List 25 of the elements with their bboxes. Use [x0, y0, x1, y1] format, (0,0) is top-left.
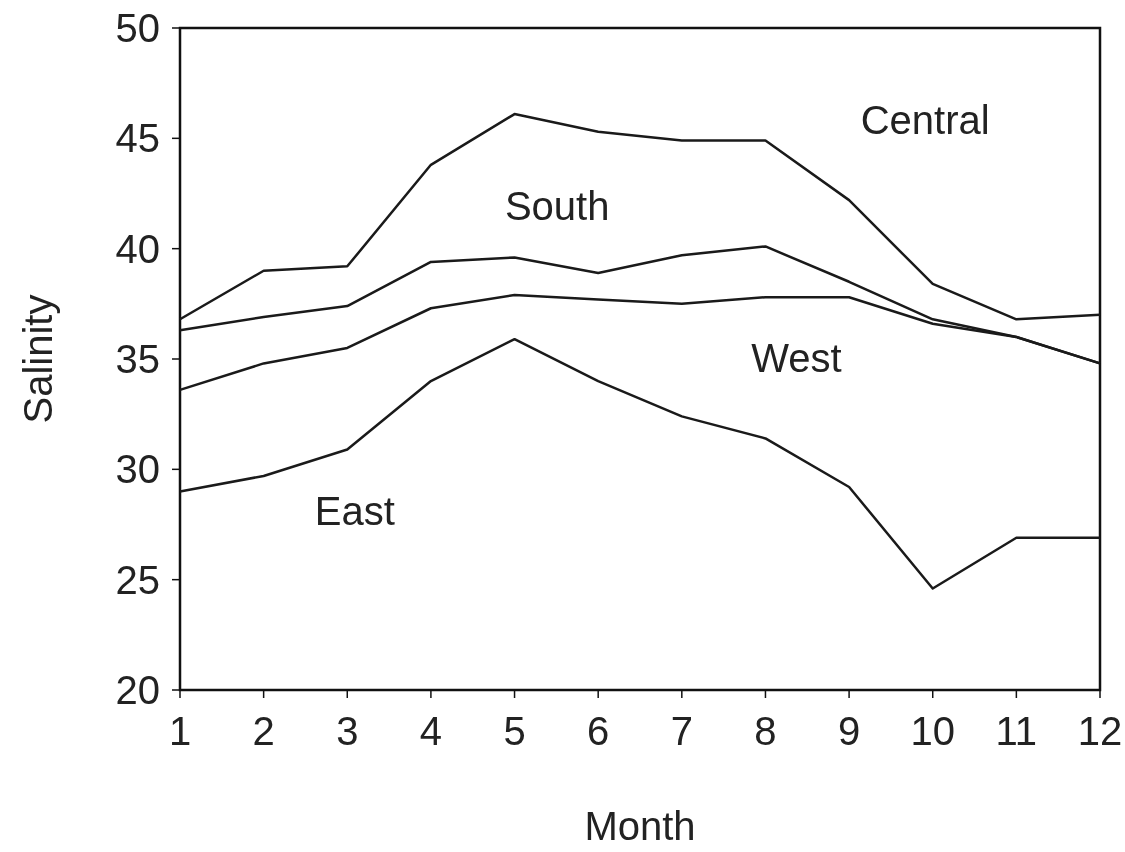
y-tick-label: 30: [115, 447, 160, 492]
series-label: South: [504, 183, 610, 228]
series-label: East: [314, 488, 395, 533]
x-tick-label: 10: [910, 709, 955, 753]
x-tick-label: 12: [1077, 709, 1123, 753]
y-tick-label: 45: [115, 116, 160, 161]
x-tick-label: 6: [587, 709, 610, 753]
x-axis-title: Month: [584, 804, 696, 848]
y-tick-label: 40: [115, 226, 160, 271]
x-tick-label: 7: [670, 709, 693, 753]
series-label: West: [751, 336, 842, 381]
x-tick-label: 4: [419, 709, 443, 753]
series-label: Central: [860, 97, 990, 142]
x-tick-label: 1: [168, 709, 192, 753]
y-axis-title: Salinity: [16, 294, 60, 424]
x-tick-label: 5: [503, 709, 526, 753]
y-tick-label: 20: [115, 668, 160, 712]
y-tick-label: 35: [115, 337, 160, 381]
x-tick-label: 9: [837, 709, 861, 753]
y-tick-label: 50: [115, 6, 160, 50]
x-tick-label: 2: [252, 709, 275, 753]
x-tick-label: 3: [336, 709, 359, 753]
x-tick-label: 8: [754, 709, 777, 753]
y-tick-label: 25: [115, 557, 160, 602]
x-tick-label: 11: [995, 709, 1038, 753]
